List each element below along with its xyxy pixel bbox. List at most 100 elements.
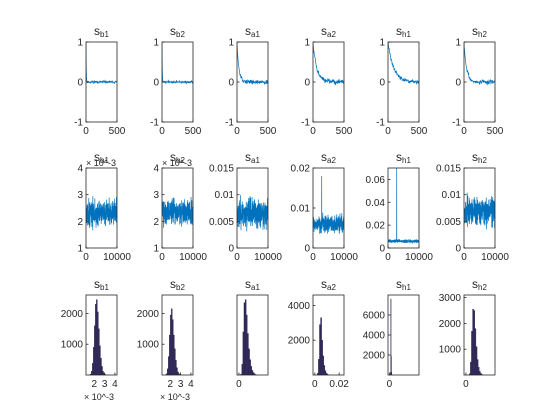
x-tick-label: 500 [185, 126, 202, 137]
x-tick-label: 0 [310, 252, 316, 263]
y-tick-label: 0 [228, 78, 234, 89]
subplot-title: sb2 [170, 24, 185, 39]
x-tick-label: 2 [91, 379, 97, 390]
histogram-bar [95, 304, 97, 375]
axes-box [236, 167, 269, 249]
subplot-h1-row2: 0 10000 0 0.02 0.04 0.06 sh1 [366, 150, 434, 263]
y-tick-label: 4000 [288, 301, 311, 312]
series-line [388, 168, 419, 244]
y-tick-label: 2000 [137, 309, 160, 320]
axis-exponent: × 10^-3 [162, 158, 192, 168]
y-tick-label: 0 [304, 78, 310, 89]
y-tick-label: 3 [77, 190, 83, 201]
histogram-bar [472, 309, 474, 375]
subplot-title: sh1 [396, 24, 411, 39]
x-tick-label: 0 [461, 252, 467, 263]
y-tick-label: 0 [455, 244, 461, 255]
axes-box [312, 167, 345, 249]
axis-exponent: × 10^-3 [84, 392, 114, 402]
y-tick-label: 0 [379, 244, 385, 255]
histogram-bar [250, 366, 253, 375]
subplot-title: sb2 [170, 150, 185, 165]
axes-box [161, 167, 194, 249]
x-tick-label: 0 [385, 252, 391, 263]
y-tick-label: 0.01 [215, 190, 235, 201]
histogram-bar [247, 333, 249, 375]
y-tick-label: 0 [228, 244, 234, 255]
y-tick-label: 1 [77, 38, 83, 49]
x-tick-label: 3 [102, 379, 108, 390]
x-tick-label: 10000 [179, 252, 207, 263]
histogram-bar [177, 371, 179, 375]
axes-box [463, 294, 496, 376]
histogram-bar [390, 355, 392, 375]
histogram-bar [471, 330, 473, 375]
x-tick-label: 10000 [481, 252, 509, 263]
x-tick-label: 0 [234, 126, 240, 137]
y-tick-label: 6000 [363, 311, 386, 322]
histogram-bar [476, 359, 479, 375]
series-line [237, 195, 268, 232]
histogram-bar [92, 363, 94, 375]
axes-box [85, 294, 118, 376]
y-tick-label: 1 [455, 38, 461, 49]
y-tick-label: 1 [77, 244, 83, 255]
histogram-bar [475, 346, 478, 375]
histogram-bar [243, 302, 246, 375]
x-tick-label: 0 [159, 126, 165, 137]
y-tick-label: 0.01 [291, 204, 311, 215]
histogram-bar [474, 328, 477, 375]
histogram-bar [470, 361, 472, 375]
y-tick-label: 2000 [61, 309, 84, 320]
x-tick-label: 0.02 [329, 379, 349, 390]
y-tick-label: 2000 [439, 319, 462, 330]
histogram-bar [322, 355, 324, 375]
series-line [86, 43, 117, 85]
series-line [162, 196, 193, 228]
x-tick-label: 10000 [103, 252, 131, 263]
x-tick-label: 0 [385, 126, 391, 137]
y-tick-label: 4000 [363, 331, 386, 342]
x-tick-label: 500 [487, 126, 504, 137]
subplot-a2-row2: 0 10000 0 0.01 0.02 sa2 [291, 150, 359, 263]
x-tick-label: 0 [159, 252, 165, 263]
x-tick-label: 500 [336, 126, 353, 137]
series-line [162, 43, 193, 85]
histogram-bar [251, 370, 254, 375]
axes-box [463, 167, 496, 249]
x-tick-label: 10000 [254, 252, 282, 263]
histogram-bar [324, 370, 327, 375]
histogram-bar [170, 314, 172, 375]
x-tick-label: 3 [178, 379, 184, 390]
histogram-bar [479, 371, 481, 375]
y-tick-label: 1 [153, 244, 159, 255]
axis-exponent: × 10^-3 [160, 392, 190, 402]
x-tick-label: 2 [167, 379, 173, 390]
histogram-bar [391, 371, 393, 375]
subplot-title: sh2 [472, 277, 487, 292]
axes-box [85, 167, 118, 249]
subplot-a1-row3: 0 sa1 [236, 277, 269, 390]
y-tick-label: 1000 [439, 345, 462, 356]
histogram-bar [94, 325, 96, 375]
y-tick-label: -1 [150, 118, 159, 129]
x-tick-label: 0 [83, 252, 89, 263]
y-tick-label: 4 [77, 164, 83, 175]
series-line [464, 192, 495, 230]
y-tick-label: -1 [301, 118, 310, 129]
subplot-title: sh2 [472, 150, 487, 165]
histogram-bar [91, 371, 93, 375]
y-tick-label: 0 [153, 78, 159, 89]
subplot-title: sa1 [245, 277, 260, 292]
histogram-bar [321, 340, 323, 375]
histogram-bar [249, 359, 251, 375]
subplot-title: sb1 [94, 24, 109, 39]
